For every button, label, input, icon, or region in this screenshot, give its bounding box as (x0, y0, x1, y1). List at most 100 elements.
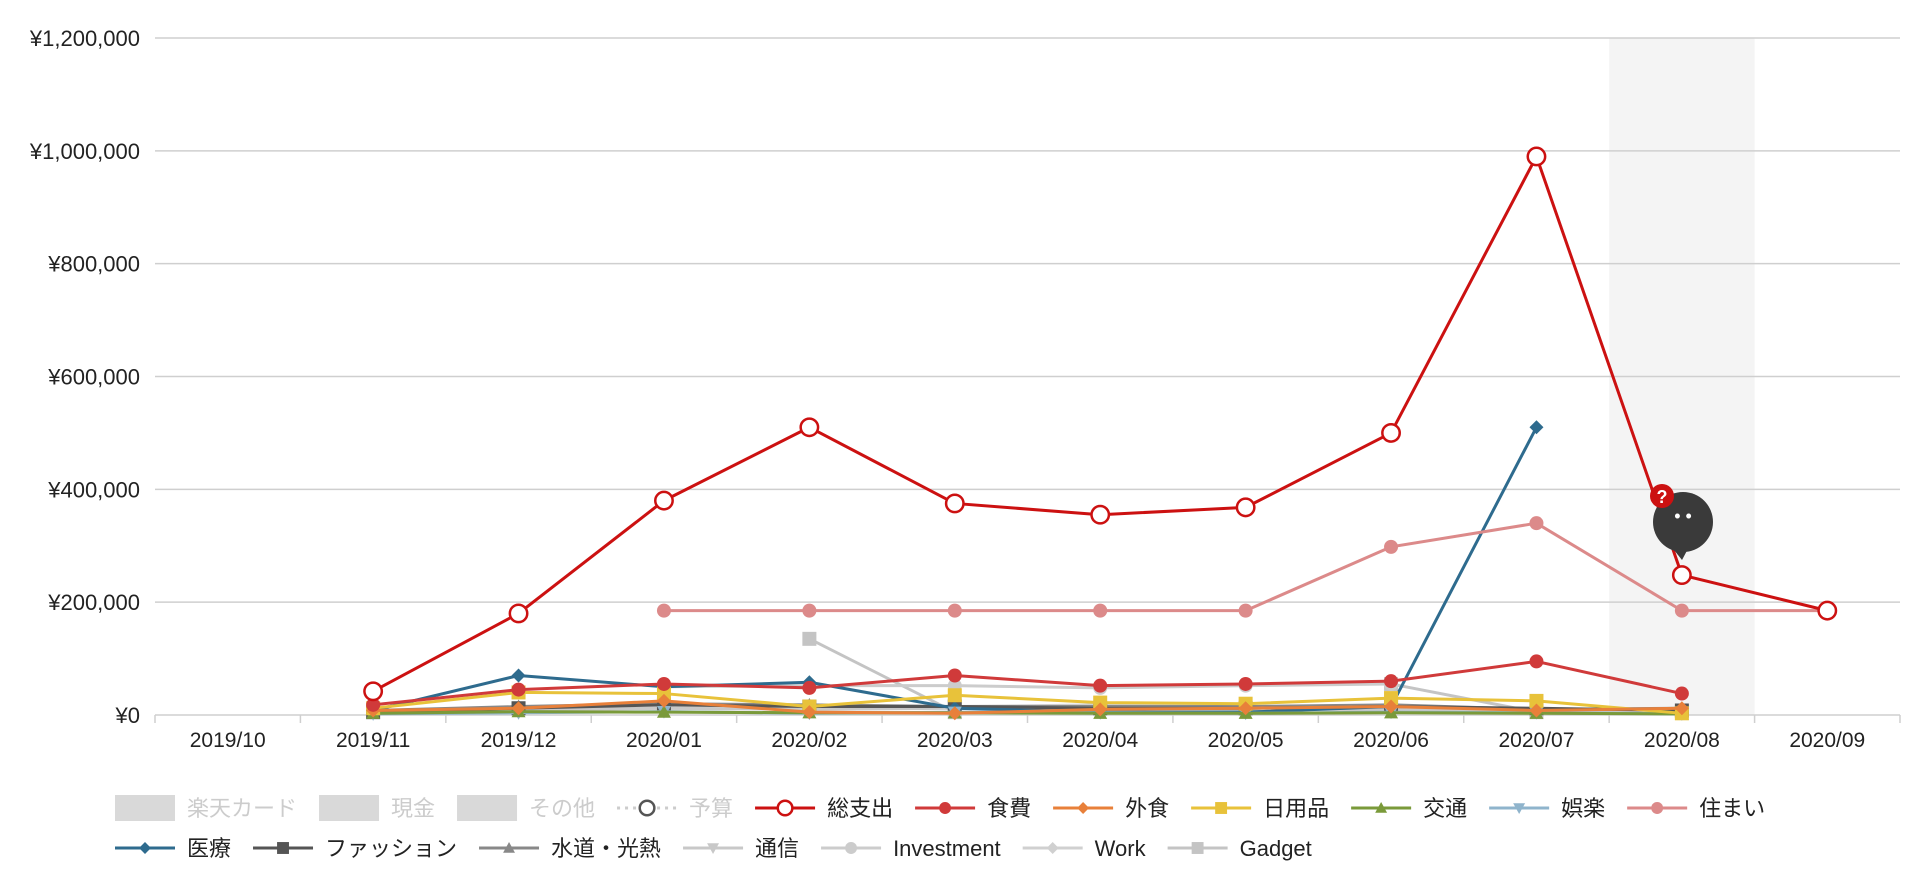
legend-marker[interactable] (1375, 802, 1388, 813)
legend-marker[interactable] (1651, 802, 1664, 814)
data-point[interactable] (1529, 703, 1544, 718)
series-line (373, 710, 1682, 716)
data-point[interactable] (1384, 674, 1399, 689)
data-point[interactable] (1238, 676, 1253, 691)
series-line (372, 659, 1683, 707)
legend-item--[interactable]: 通信 (683, 836, 799, 861)
data-point[interactable] (508, 603, 529, 624)
legend-item--[interactable]: その他 (457, 795, 595, 821)
legend-marker[interactable] (1077, 802, 1090, 814)
legend-item--[interactable]: 予算 (617, 796, 733, 821)
data-point[interactable] (1674, 603, 1689, 618)
data-point[interactable] (1093, 678, 1108, 693)
data-point[interactable] (511, 701, 526, 716)
y-tick-label: ¥600,000 (47, 365, 140, 390)
legend-item--[interactable]: 交通 (1351, 796, 1467, 821)
data-point[interactable] (1090, 504, 1111, 525)
legend-item--[interactable]: 住まい (1627, 796, 1765, 821)
x-tick-label: 2020/02 (771, 729, 847, 752)
data-point[interactable] (802, 603, 817, 618)
help-hint[interactable]: • • ? (1650, 484, 1713, 560)
data-point[interactable] (1093, 702, 1108, 717)
legend-label: 食費 (987, 796, 1031, 821)
legend-marker[interactable] (1046, 842, 1059, 854)
legend-item--[interactable]: 楽天カード (115, 795, 297, 821)
data-point[interactable] (1674, 686, 1689, 701)
data-point[interactable] (947, 688, 962, 703)
data-point[interactable] (799, 417, 820, 438)
data-point[interactable] (947, 706, 962, 721)
legend-label: 娯楽 (1561, 796, 1605, 821)
data-point[interactable] (1529, 516, 1544, 531)
speech-bubble-icon[interactable] (1653, 492, 1713, 552)
legend-marker[interactable] (277, 842, 289, 854)
data-point[interactable] (1671, 565, 1692, 586)
legend-marker[interactable] (1513, 803, 1526, 814)
legend-item-investment[interactable]: Investment (821, 836, 1001, 861)
series-lines (363, 146, 1838, 721)
data-point[interactable] (1384, 699, 1399, 714)
legend-label: 現金 (391, 796, 435, 821)
legend-marker[interactable] (1191, 842, 1204, 854)
data-point[interactable] (1238, 701, 1253, 716)
legend-marker[interactable] (939, 802, 952, 814)
x-axis-ticks: 2019/10 2019/11 2019/12 2020/01 2020/02 2020/… (190, 729, 1866, 752)
legend-label: 予算 (689, 796, 733, 821)
data-point[interactable] (802, 680, 817, 695)
legend-item-gadget[interactable]: Gadget (1167, 836, 1312, 861)
data-point[interactable] (511, 668, 526, 683)
legend-marker[interactable] (776, 799, 794, 817)
legend-label: 楽天カード (187, 796, 297, 821)
legend-item--[interactable]: 総支出 (755, 796, 893, 821)
data-point[interactable] (363, 681, 384, 702)
legend-item--[interactable]: 外食 (1053, 796, 1169, 821)
data-point[interactable] (802, 705, 817, 720)
data-point[interactable] (1526, 146, 1547, 167)
data-point[interactable] (656, 603, 671, 618)
data-point[interactable] (1674, 701, 1689, 716)
data-point[interactable] (654, 490, 674, 511)
data-point[interactable] (1529, 420, 1544, 435)
data-point[interactable] (947, 668, 962, 683)
data-point[interactable] (511, 682, 526, 697)
data-point[interactable] (947, 603, 962, 618)
data-point[interactable] (1529, 654, 1544, 669)
data-point[interactable] (656, 693, 671, 708)
legend-marker[interactable] (638, 799, 656, 817)
legend-item--[interactable]: 娯楽 (1489, 796, 1605, 821)
legend-marker[interactable] (845, 842, 858, 854)
data-point[interactable] (1384, 691, 1399, 706)
data-point[interactable] (656, 686, 671, 701)
data-point[interactable] (656, 705, 671, 718)
legend-item--[interactable]: 日用品 (1191, 796, 1329, 821)
legend-item--[interactable]: 水道・光熱 (479, 836, 661, 861)
x-tick-label: 2019/10 (190, 729, 266, 752)
data-point[interactable] (1093, 603, 1108, 618)
data-point[interactable] (366, 697, 381, 712)
data-point[interactable] (1235, 497, 1256, 518)
legend-marker[interactable] (139, 842, 151, 854)
legend-item--[interactable]: 食費 (915, 796, 1031, 821)
data-point[interactable] (1381, 422, 1401, 443)
legend-label: 住まい (1699, 796, 1765, 821)
data-point[interactable] (1384, 539, 1399, 554)
data-point[interactable] (656, 676, 671, 691)
data-point[interactable] (944, 493, 965, 514)
data-point[interactable] (1238, 603, 1253, 618)
legend-item--[interactable]: 医療 (115, 836, 231, 861)
data-point[interactable] (1529, 693, 1544, 708)
legend-marker[interactable] (707, 843, 719, 854)
legend-item--[interactable]: ファッション (253, 836, 457, 861)
help-badge[interactable] (1650, 484, 1674, 508)
data-point[interactable] (802, 631, 817, 646)
legend-marker[interactable] (1215, 802, 1228, 814)
legend-item--[interactable]: 現金 (319, 795, 435, 821)
legend-label: Investment (893, 836, 1001, 861)
legend-item-work[interactable]: Work (1022, 836, 1147, 861)
data-point[interactable] (1817, 600, 1838, 621)
x-tick-label: 2020/04 (1062, 729, 1138, 752)
y-tick-label: ¥0 (115, 703, 140, 728)
y-tick-label: ¥200,000 (47, 590, 140, 615)
legend-marker[interactable] (503, 842, 515, 853)
